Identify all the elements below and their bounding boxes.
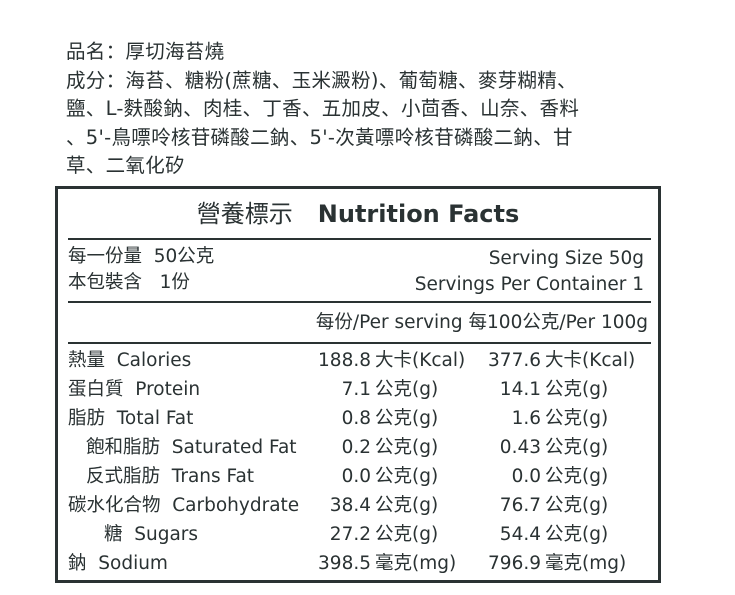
serving-size-zh: 每一份量 50公克: [68, 246, 215, 267]
servings-en: Servings Per Container 1: [414, 274, 644, 295]
nutrient-name: 碳水化合物 Carbohydrate: [68, 495, 300, 516]
serving-size-en: Serving Size 50g: [488, 248, 644, 269]
per-serving-value: 398.5: [318, 553, 371, 574]
nutrient-name: 反式脂肪 Trans Fat: [86, 466, 255, 487]
ingredients-line: 草、二氧化矽: [66, 154, 185, 177]
per-100g-value: 0.0: [511, 466, 541, 487]
per-100g-unit: 公克(g): [545, 379, 609, 400]
ingredients-line: 成分：海苔、糖粉(蔗糖、玉米澱粉)、葡萄糖、麥芽糊精、: [66, 68, 577, 92]
per-serving-value: 27.2: [329, 524, 371, 545]
nutrient-name: 糖 Sugars: [104, 524, 199, 545]
per-100g-value: 377.6: [488, 350, 541, 371]
per-100g-value: 796.9: [488, 553, 541, 574]
per-serving-unit: 毫克(mg): [375, 553, 457, 574]
per-100g-unit: 公克(g): [545, 408, 609, 429]
per-100g-value: 14.1: [499, 379, 541, 400]
per-100g-unit: 公克(g): [545, 524, 609, 545]
product-info: 品名：厚切海苔燒 成分：海苔、糖粉(蔗糖、玉米澱粉)、葡萄糖、麥芽糊精、 鹽、L…: [66, 38, 666, 181]
per-100g-value: 54.4: [499, 524, 541, 545]
per-serving-unit: 公克(g): [375, 466, 439, 487]
ingredients-line: 鹽、L-麩酸鈉、肉桂、丁香、五加皮、小茴香、山奈、香料: [66, 97, 580, 120]
per-serving-value: 0.0: [341, 466, 371, 487]
ingredients-line: 、5'-鳥嘌呤核苷磷酸二鈉、5'-次黃嘌呤核苷磷酸二鈉、甘: [66, 125, 573, 149]
title-en: Nutrition Facts: [317, 200, 520, 228]
nutrition-facts-table: 營養標示 Nutrition Facts 每一份量 50公克 Serving S…: [55, 186, 661, 583]
servings-zh: 本包裝含 1份: [68, 272, 190, 293]
per-100g-value: 0.43: [499, 437, 541, 458]
divider: [68, 342, 651, 344]
nutrient-name: 飽和脂肪 Saturated Fat: [86, 437, 297, 458]
per-serving-value: 38.4: [329, 495, 371, 516]
nutrient-name: 熱量 Calories: [68, 350, 192, 371]
title-zh: 營養標示: [196, 200, 293, 228]
per-serving-value: 188.8: [318, 350, 371, 371]
per-100g-unit: 公克(g): [545, 466, 609, 487]
per-serving-value: 7.1: [341, 379, 371, 400]
per-serving-unit: 大卡(Kcal): [375, 350, 466, 371]
divider: [68, 238, 651, 240]
per-100g-unit: 公克(g): [545, 437, 609, 458]
per-100g-unit: 毫克(mg): [545, 553, 627, 574]
nutrient-name: 蛋白質 Protein: [68, 379, 201, 400]
per-serving-value: 0.2: [341, 437, 371, 458]
per-100g-unit: 公克(g): [545, 495, 609, 516]
table-title: 營養標示 Nutrition Facts: [58, 200, 658, 228]
per-serving-unit: 公克(g): [375, 495, 439, 516]
divider: [68, 301, 651, 303]
per-serving-unit: 公克(g): [375, 437, 439, 458]
per-serving-unit: 公克(g): [375, 524, 439, 545]
per-serving-value: 0.8: [341, 408, 371, 429]
nutrient-name: 鈉 Sodium: [68, 553, 168, 574]
per-100g-value: 76.7: [499, 495, 541, 516]
per-serving-unit: 公克(g): [375, 379, 439, 400]
per-100g-value: 1.6: [511, 408, 541, 429]
product-name: 品名：厚切海苔燒: [66, 40, 225, 63]
column-header: 每份/Per serving 每100公克/Per 100g: [315, 312, 648, 333]
nutrient-name: 脂肪 Total Fat: [68, 408, 194, 429]
per-100g-unit: 大卡(Kcal): [545, 350, 636, 371]
per-serving-unit: 公克(g): [375, 408, 439, 429]
